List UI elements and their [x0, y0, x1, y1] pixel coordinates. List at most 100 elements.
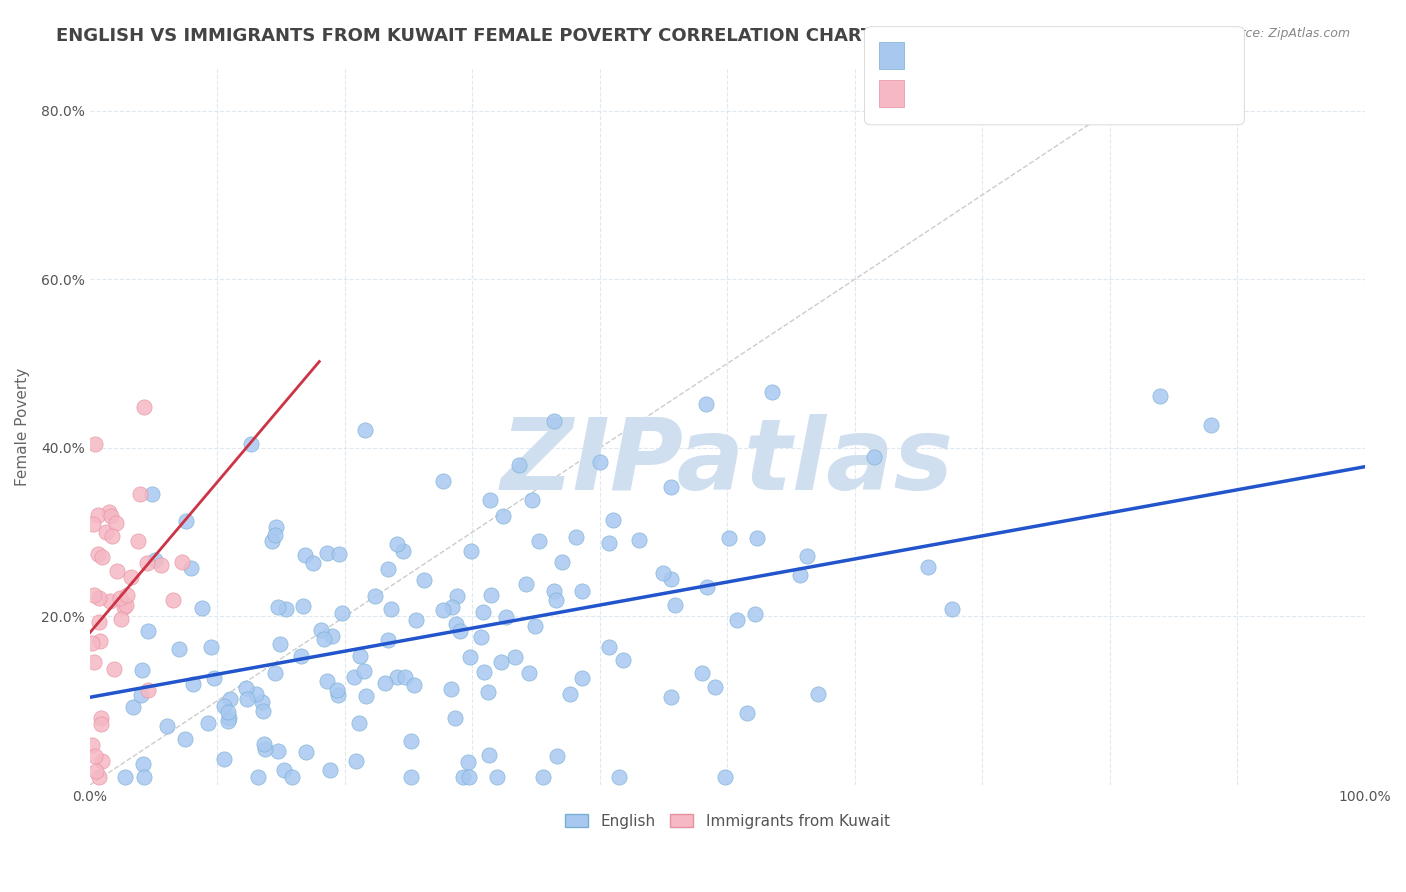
Point: [492, 508, 515, 523]
Point: [326, 688, 349, 702]
Point: [474, 665, 496, 680]
Point: [457, 755, 479, 769]
Point: [162, 593, 184, 607]
Point: [451, 770, 474, 784]
Point: [495, 609, 517, 624]
Text: ZIPatlas: ZIPatlas: [501, 414, 953, 511]
Text: Source: ZipAtlas.com: Source: ZipAtlas.com: [1216, 27, 1350, 40]
Point: [273, 763, 295, 777]
Point: [524, 618, 547, 632]
Point: [401, 770, 423, 784]
Point: [197, 716, 219, 731]
Point: [725, 613, 748, 627]
Point: [173, 732, 195, 747]
Text: R = 0.457   N = 152: R = 0.457 N = 152: [893, 46, 1060, 64]
Point: [364, 590, 387, 604]
Point: [392, 543, 415, 558]
Point: [444, 617, 467, 632]
Point: [100, 508, 122, 523]
Point: [156, 719, 179, 733]
Point: [589, 455, 612, 469]
Point: [565, 530, 588, 544]
Point: [269, 637, 291, 651]
Point: [571, 584, 593, 599]
Point: [444, 711, 467, 725]
Point: [236, 691, 259, 706]
Point: [458, 770, 481, 784]
Point: [295, 745, 318, 759]
Point: [377, 562, 399, 576]
Point: [405, 614, 427, 628]
Point: [489, 655, 512, 669]
Point: [276, 601, 298, 615]
Point: [380, 601, 402, 615]
Point: [460, 544, 482, 558]
Point: [174, 515, 197, 529]
Point: [87, 508, 110, 522]
Point: [598, 536, 620, 550]
Point: [546, 749, 568, 764]
Point: [218, 691, 240, 706]
Point: [696, 580, 718, 594]
Point: [744, 607, 766, 621]
Point: [98, 505, 121, 519]
Point: [627, 533, 650, 548]
Point: [132, 757, 155, 772]
Point: [217, 714, 239, 728]
Point: [87, 591, 110, 605]
Point: [326, 682, 349, 697]
Point: [87, 770, 110, 784]
Point: [136, 683, 159, 698]
Point: [571, 671, 593, 685]
Point: [543, 583, 565, 598]
Point: [214, 751, 236, 765]
Point: [235, 681, 257, 695]
Point: [664, 598, 686, 612]
Point: [264, 519, 287, 533]
Point: [105, 516, 128, 530]
Point: [807, 687, 830, 701]
Point: [316, 674, 339, 689]
Point: [143, 552, 166, 566]
Point: [135, 557, 157, 571]
Point: [458, 649, 481, 664]
Point: [245, 687, 267, 701]
Point: [598, 640, 620, 654]
Point: [84, 764, 107, 779]
Point: [472, 605, 495, 619]
Point: [110, 591, 132, 605]
Point: [122, 700, 145, 714]
Point: [136, 624, 159, 638]
Point: [446, 589, 468, 603]
Legend: English, Immigrants from Kuwait: English, Immigrants from Kuwait: [558, 807, 896, 835]
Point: [508, 458, 530, 472]
Point: [449, 624, 471, 638]
Point: [602, 513, 624, 527]
Point: [527, 534, 550, 549]
Point: [202, 671, 225, 685]
Point: [761, 384, 783, 399]
Point: [253, 737, 276, 751]
Point: [267, 744, 290, 758]
Text: R = 0.404   N =  40: R = 0.404 N = 40: [893, 85, 1054, 103]
Point: [90, 717, 112, 731]
Point: [479, 492, 502, 507]
Point: [260, 534, 283, 549]
Point: [1149, 389, 1171, 403]
Point: [217, 705, 239, 719]
Point: [328, 547, 350, 561]
Point: [294, 549, 316, 563]
Point: [105, 564, 128, 578]
Point: [252, 704, 274, 718]
Point: [83, 588, 105, 602]
Point: [91, 754, 114, 768]
Point: [87, 615, 110, 629]
Point: [86, 547, 108, 561]
Point: [212, 698, 235, 713]
Point: [543, 414, 565, 428]
Point: [747, 531, 769, 545]
Point: [301, 557, 323, 571]
Point: [267, 599, 290, 614]
Point: [695, 396, 717, 410]
Point: [321, 629, 343, 643]
